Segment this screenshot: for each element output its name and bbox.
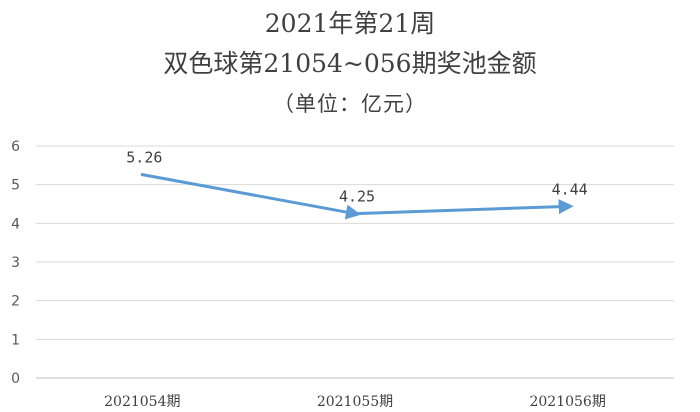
data-label: 4.25 [339, 188, 375, 206]
chart-title: 2021年第21周 [264, 9, 436, 38]
series-segment [140, 173, 361, 220]
data-point [353, 212, 357, 216]
data-point [566, 204, 570, 208]
x-tick-label: 2021054期 [104, 394, 180, 410]
data-point [140, 173, 144, 177]
y-tick-label: 0 [11, 371, 20, 387]
gridlines [36, 145, 674, 379]
y-tick-label: 4 [11, 216, 20, 232]
data-labels: 5.26 4.25 4.44 [126, 149, 587, 206]
y-axis: 0 1 2 3 4 5 6 [11, 139, 20, 387]
data-label: 5.26 [126, 149, 162, 167]
x-tick-label: 2021055期 [317, 394, 393, 410]
y-tick-label: 6 [11, 139, 20, 155]
data-label: 4.44 [552, 180, 588, 198]
y-tick-label: 5 [11, 178, 20, 194]
series-line [140, 173, 574, 220]
chart-subtitle: 双色球第21054~056期奖池金额 [163, 49, 537, 78]
x-tick-label: 2021056期 [529, 394, 605, 410]
series-segment [353, 199, 574, 216]
y-tick-label: 2 [11, 294, 20, 310]
y-tick-label: 1 [11, 332, 20, 348]
y-tick-label: 3 [11, 255, 20, 271]
chart-unit-note: （单位：亿元） [273, 92, 427, 116]
x-axis: 2021054期 2021055期 2021056期 [104, 394, 606, 410]
